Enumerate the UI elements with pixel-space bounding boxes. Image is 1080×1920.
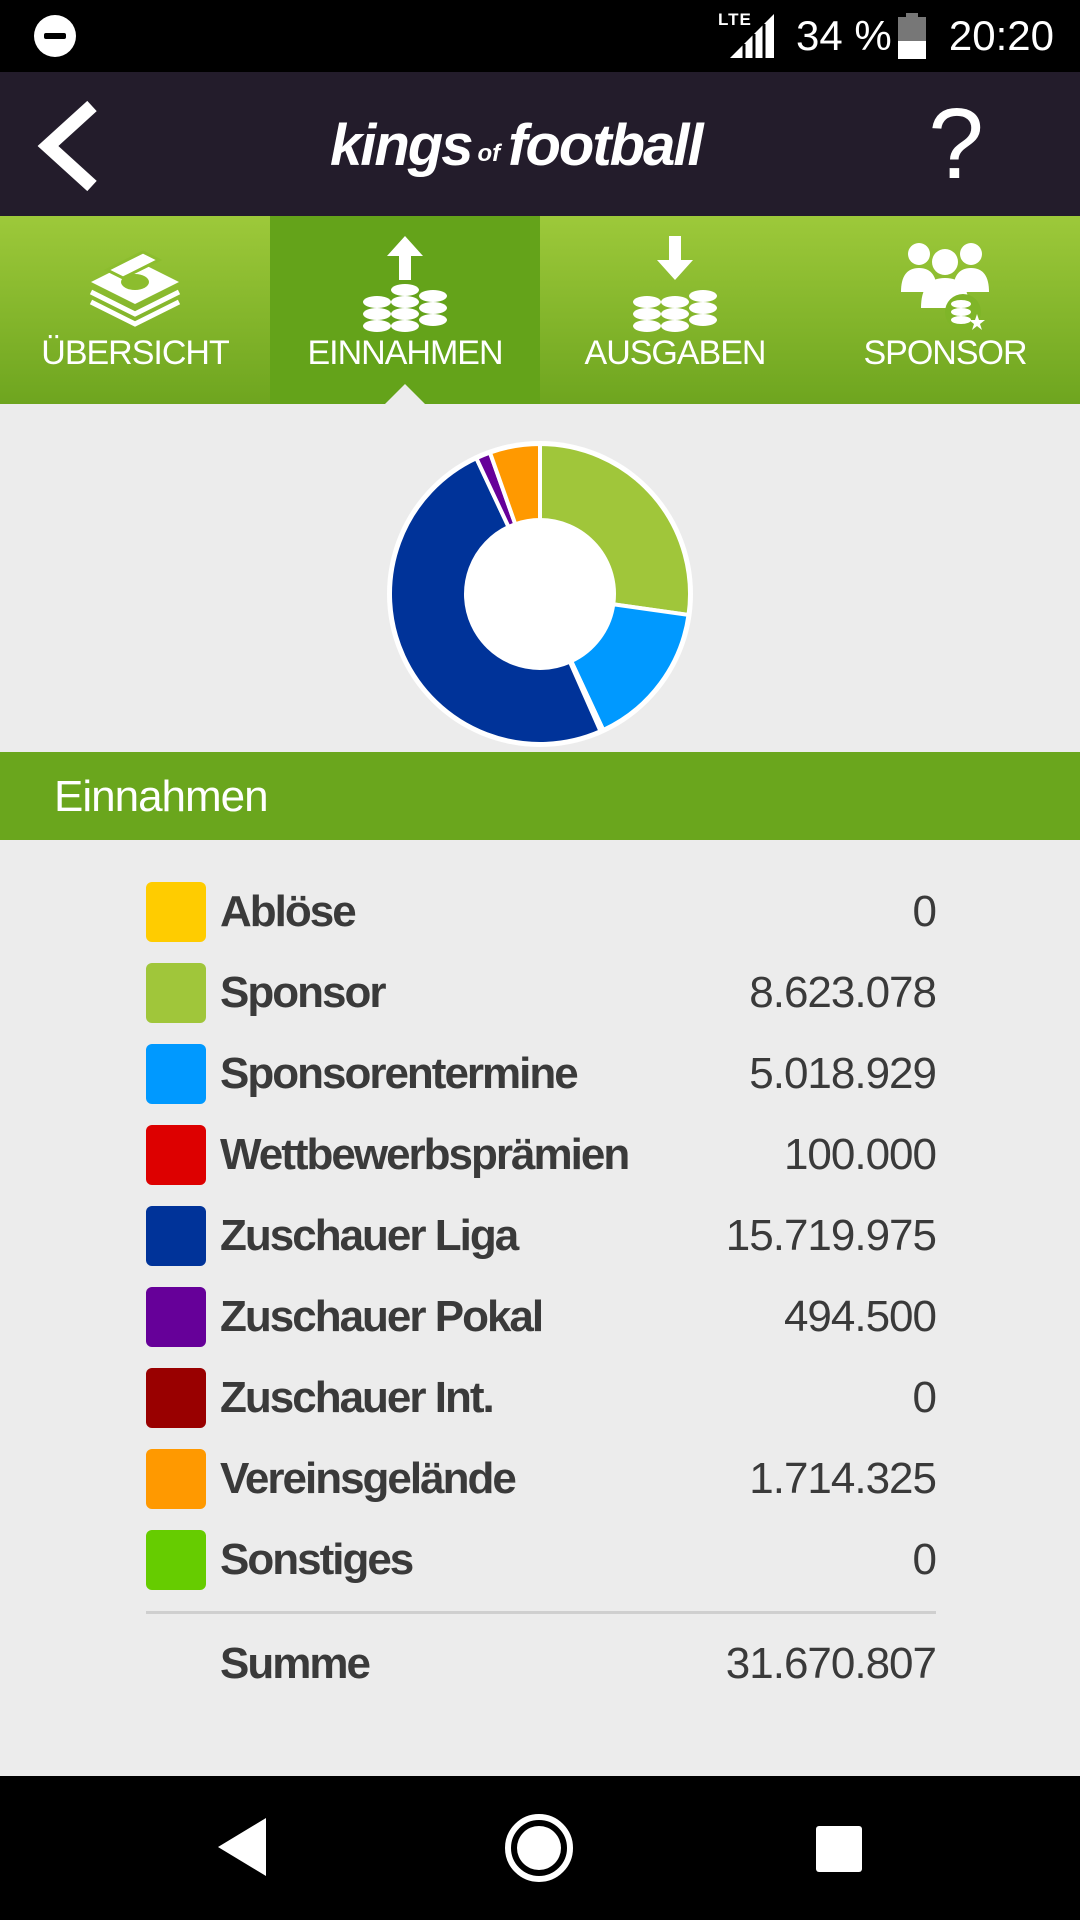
section-title: Einnahmen xyxy=(54,772,269,821)
row-label: Zuschauer Liga xyxy=(220,1211,519,1260)
tab-label: SPONSOR xyxy=(863,334,1027,372)
color-swatch xyxy=(146,1530,206,1590)
section-header: Einnahmen xyxy=(0,752,1080,840)
row-value: 100.000 xyxy=(783,1130,937,1179)
nav-recents-icon[interactable] xyxy=(816,1826,862,1872)
income-row: Sponsorentermine 5.018.929 xyxy=(146,1042,937,1123)
color-swatch xyxy=(146,1206,206,1266)
color-swatch xyxy=(146,1449,206,1509)
tab-label: EINNAHMEN xyxy=(307,334,503,372)
tab-ausgaben[interactable]: AUSGABEN xyxy=(540,216,810,404)
coins-up-icon xyxy=(363,236,447,332)
color-swatch xyxy=(146,963,206,1023)
row-label: Sponsorentermine xyxy=(220,1049,579,1098)
color-swatch xyxy=(146,1287,206,1347)
income-row: Wettbewerbsprämien 100.000 xyxy=(146,1123,937,1204)
system-nav-bar xyxy=(0,1776,1080,1920)
network-type: LTE xyxy=(718,10,752,29)
row-value: 0 xyxy=(912,887,938,936)
tab-label: AUSGABEN xyxy=(584,334,767,372)
row-value: 8.623.078 xyxy=(749,968,937,1017)
battery-icon xyxy=(898,13,926,59)
row-label: Zuschauer Pokal xyxy=(220,1292,544,1341)
income-row: Zuschauer Pokal 494.500 xyxy=(146,1285,937,1366)
row-value: 0 xyxy=(912,1373,938,1422)
row-label: Sponsor xyxy=(220,968,386,1017)
tab-bar: ÜBERSICHT EINNAHMEN xyxy=(0,216,1080,404)
logo-kings: kings xyxy=(330,113,473,178)
clock: 20:20 xyxy=(948,12,1054,59)
tab-sponsor[interactable]: SPONSOR xyxy=(810,216,1080,404)
logo-football: football xyxy=(508,113,703,178)
coins-down-icon xyxy=(633,236,717,332)
people-coins-icon xyxy=(901,243,989,330)
nav-home-icon[interactable] xyxy=(503,1812,575,1884)
row-label: Wettbewerbsprämien xyxy=(220,1130,630,1179)
tab-label: ÜBERSICHT xyxy=(41,334,229,372)
income-row: Ablöse 0 xyxy=(146,880,938,961)
income-row: Vereinsgelände 1.714.325 xyxy=(146,1447,937,1528)
row-label: Sonstiges xyxy=(220,1535,414,1584)
income-row: Zuschauer Int. 0 xyxy=(146,1366,938,1447)
signal-icon xyxy=(730,14,774,58)
row-value: 0 xyxy=(912,1535,938,1584)
donut-hole xyxy=(466,520,614,668)
row-value: 15.719.975 xyxy=(725,1211,937,1260)
help-button[interactable]: ? xyxy=(928,88,984,200)
app-header: kings of football ? xyxy=(0,72,1080,216)
row-value: 5.018.929 xyxy=(749,1049,937,1098)
battery-percentage: 34 % xyxy=(796,12,892,59)
income-row: Zuschauer Liga 15.719.975 xyxy=(146,1204,937,1285)
tab-uebersicht[interactable]: ÜBERSICHT xyxy=(0,216,270,404)
app-logo: kings of football xyxy=(330,112,704,182)
income-row: Sonstiges 0 xyxy=(146,1528,938,1609)
income-row: Sponsor 8.623.078 xyxy=(146,961,937,1042)
back-arrow-icon xyxy=(37,100,97,192)
color-swatch xyxy=(146,1044,206,1104)
do-not-disturb-icon xyxy=(34,15,76,57)
total-value: 31.670.807 xyxy=(725,1639,937,1688)
total-divider xyxy=(146,1611,936,1614)
row-label: Ablöse xyxy=(220,887,357,936)
color-swatch xyxy=(146,1125,206,1185)
logo-of: of xyxy=(477,140,501,167)
row-value: 494.500 xyxy=(783,1292,937,1341)
chart-area xyxy=(0,404,1080,752)
income-donut-chart xyxy=(387,441,693,747)
total-label: Summe xyxy=(220,1639,371,1688)
nav-back-icon[interactable] xyxy=(210,1812,280,1882)
money-stack-icon xyxy=(89,250,181,327)
color-swatch xyxy=(146,1368,206,1428)
total-row: Summe 31.670.807 xyxy=(146,1632,937,1692)
income-list: Ablöse 0 Sponsor 8.623.078 Sponsorenterm… xyxy=(146,880,938,1609)
row-value: 1.714.325 xyxy=(749,1454,937,1503)
back-button[interactable] xyxy=(30,96,120,192)
color-swatch xyxy=(146,882,206,942)
status-bar: LTE 34 % 20:20 xyxy=(0,0,1080,72)
tab-einnahmen[interactable]: EINNAHMEN xyxy=(270,216,540,404)
row-label: Vereinsgelände xyxy=(220,1454,517,1503)
row-label: Zuschauer Int. xyxy=(220,1373,495,1422)
